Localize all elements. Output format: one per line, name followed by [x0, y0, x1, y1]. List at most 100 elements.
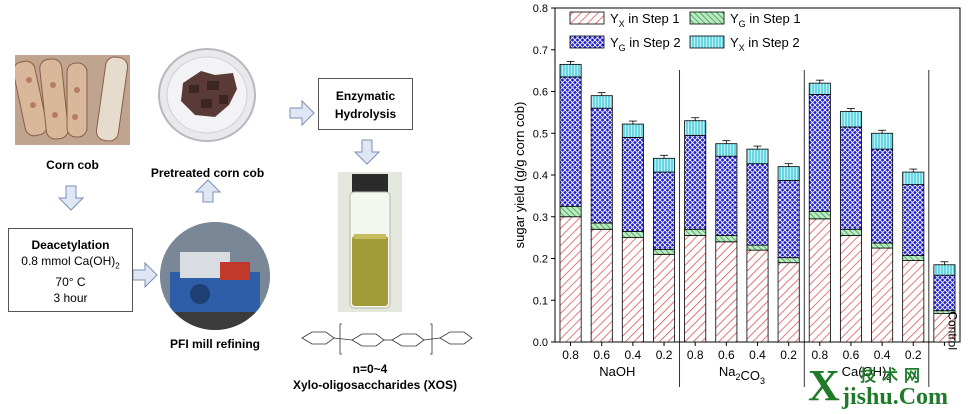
enzymatic-line1: Enzymatic: [335, 89, 396, 103]
bar-segment-2: [621, 137, 644, 232]
bar-segment-3: [621, 123, 644, 138]
bar-segment-1: [871, 242, 894, 249]
pfi-mill-image: [160, 222, 270, 330]
x-tick-label: Control: [945, 311, 959, 350]
bar-segment-3: [777, 166, 800, 181]
bar-segment-1: [746, 244, 769, 251]
pfi-label: PFI mill refining: [169, 337, 260, 351]
bar-segment-0: [777, 262, 800, 343]
deacetylation-box: Deacetylation 0.8 mmol Ca(OH)2 70° C 3 h…: [8, 228, 133, 312]
x-tick-label: 0.8: [687, 348, 704, 362]
vial-photo: [338, 172, 402, 312]
bar-segment-2: [684, 134, 707, 230]
x-tick-label: 0.2: [780, 348, 797, 362]
y-axis-label: sugar yield (g/g corn cob): [512, 102, 527, 249]
bar-segment-1: [559, 205, 582, 218]
bar-segment-2: [808, 94, 831, 212]
bar-segment-0: [590, 228, 613, 343]
y-tick-label: 0.5: [533, 128, 548, 140]
xos-structure-image: [301, 323, 473, 355]
bar-segment-2: [653, 171, 676, 250]
bar-segment-1: [684, 228, 707, 236]
arrow-up-icon: [194, 179, 222, 203]
y-tick-label: 0.0: [533, 337, 548, 349]
x-tick-label: 0.2: [905, 348, 922, 362]
pretreated-photo: [155, 45, 260, 145]
bar-segment-3: [590, 95, 613, 109]
bar-segment-0: [715, 241, 738, 343]
corn-cob-label: Corn cob: [46, 158, 99, 172]
group-label: NaOH: [599, 364, 635, 379]
x-tick-label: 0.6: [593, 348, 610, 362]
legend-swatch-3: [689, 35, 725, 49]
bar-segment-2: [590, 107, 613, 224]
x-tick-label: 0.4: [749, 348, 766, 362]
pretreated-label: Pretreated corn cob: [150, 166, 265, 180]
y-tick-label: 0.7: [533, 45, 548, 57]
legend-label-3: YX in Step 2: [730, 35, 800, 53]
bar-segment-3: [933, 264, 956, 276]
deacetylation-time: 3 hour: [53, 291, 88, 306]
bar-segment-0: [559, 216, 582, 343]
bar-segment-2: [559, 76, 582, 207]
bar-segment-2: [715, 155, 738, 236]
bar-segment-0: [684, 235, 707, 343]
x-tick-label: 0.8: [562, 348, 579, 362]
watermark-bottom: jishu.Com: [842, 384, 949, 410]
legend-swatch-2: [569, 35, 605, 49]
flow-arrows: [57, 99, 381, 289]
pfi-mill-photo: [160, 222, 270, 330]
x-tick-label: 0.8: [811, 348, 828, 362]
x-tick-label: 0.4: [625, 348, 642, 362]
legend-label-0: YX in Step 1: [610, 11, 680, 29]
bar-segment-0: [871, 247, 894, 343]
bar-segment-2: [871, 148, 894, 244]
legend-swatch-0: [569, 11, 605, 25]
bar-segment-1: [902, 255, 925, 261]
bar-segment-2: [839, 126, 862, 230]
arrow-right-icon-2: [289, 99, 315, 127]
x-tick-label: 0.6: [718, 348, 735, 362]
bar-segment-2: [902, 184, 925, 256]
bar-segment-0: [902, 260, 925, 343]
bar-segment-0: [746, 249, 769, 343]
enzymatic-line2: Hydrolysis: [334, 107, 397, 121]
stacked-bar-chart: 0.0 0.1 0.2 0.3 0.4 0.5 0.6 0.7 0.8 sugar yield (…: [512, 3, 961, 387]
bar-segment-1: [621, 230, 644, 239]
bar-segment-1: [715, 235, 738, 243]
y-tick-label: 0.8: [533, 3, 548, 15]
bar-segment-3: [902, 171, 925, 186]
bar-segment-3: [715, 143, 738, 157]
bar-segment-2: [746, 163, 769, 246]
bar-segment-1: [590, 222, 613, 230]
bar-segment-3: [559, 63, 582, 78]
deacetylation-temp: 70° C: [55, 275, 86, 290]
petri-dish-image: [158, 48, 256, 142]
bar-segment-0: [621, 237, 644, 343]
bar-segment-2: [933, 274, 956, 312]
vial-image: [338, 172, 402, 312]
bar-segment-1: [808, 210, 831, 220]
bar-segment-1: [653, 248, 676, 255]
corn-cob-image: [15, 55, 130, 145]
y-tick-label: 0.4: [533, 170, 548, 182]
arrow-down-icon: [57, 185, 85, 211]
enzymatic-box: Enzymatic Hydrolysis: [318, 78, 413, 130]
y-tick-label: 0.1: [533, 295, 548, 307]
y-tick-label: 0.3: [533, 212, 548, 224]
bar-segment-3: [808, 82, 831, 95]
group-label: Na2CO3: [719, 364, 765, 386]
bar-segment-0: [653, 253, 676, 343]
arrow-down-icon-2: [353, 139, 381, 165]
bar-segment-0: [839, 235, 862, 343]
y-tick-label: 0.2: [533, 254, 548, 266]
bar-segment-3: [746, 148, 769, 165]
y-tick-label: 0.6: [533, 87, 548, 99]
bar-segment-1: [839, 228, 862, 236]
bar-segment-0: [808, 218, 831, 343]
bar-segment-3: [684, 120, 707, 136]
watermark-top: 技术网: [860, 366, 927, 385]
corn-cob-photo: [15, 55, 130, 145]
group-label: Ca(OH)2: [842, 364, 892, 382]
bar-segment-3: [871, 132, 894, 150]
